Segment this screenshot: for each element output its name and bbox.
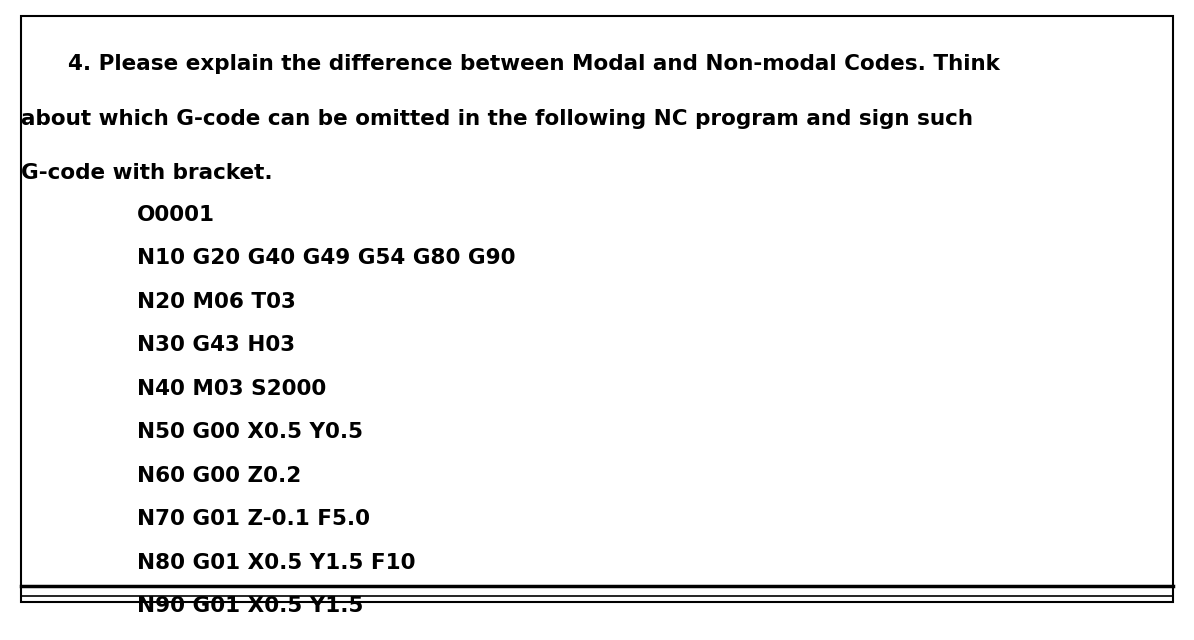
Text: O0001: O0001 [137,205,215,225]
Text: 4. Please explain the difference between Modal and Non-modal Codes. Think: 4. Please explain the difference between… [68,54,999,74]
Text: N50 G00 X0.5 Y0.5: N50 G00 X0.5 Y0.5 [137,422,363,442]
Text: about which G-code can be omitted in the following NC program and sign such: about which G-code can be omitted in the… [21,109,973,129]
Text: N10 G20 G40 G49 G54 G80 G90: N10 G20 G40 G49 G54 G80 G90 [137,248,516,268]
Text: N20 M06 T03: N20 M06 T03 [137,292,296,312]
Text: N90 G01 X0.5 Y1.5: N90 G01 X0.5 Y1.5 [137,596,364,616]
Text: N30 G43 H03: N30 G43 H03 [137,335,295,355]
Text: G-code with bracket.: G-code with bracket. [21,163,273,183]
Text: N80 G01 X0.5 Y1.5 F10: N80 G01 X0.5 Y1.5 F10 [137,553,416,573]
Text: N70 G01 Z-0.1 F5.0: N70 G01 Z-0.1 F5.0 [137,509,370,529]
Text: N60 G00 Z0.2: N60 G00 Z0.2 [137,466,302,486]
Text: N40 M03 S2000: N40 M03 S2000 [137,379,327,399]
